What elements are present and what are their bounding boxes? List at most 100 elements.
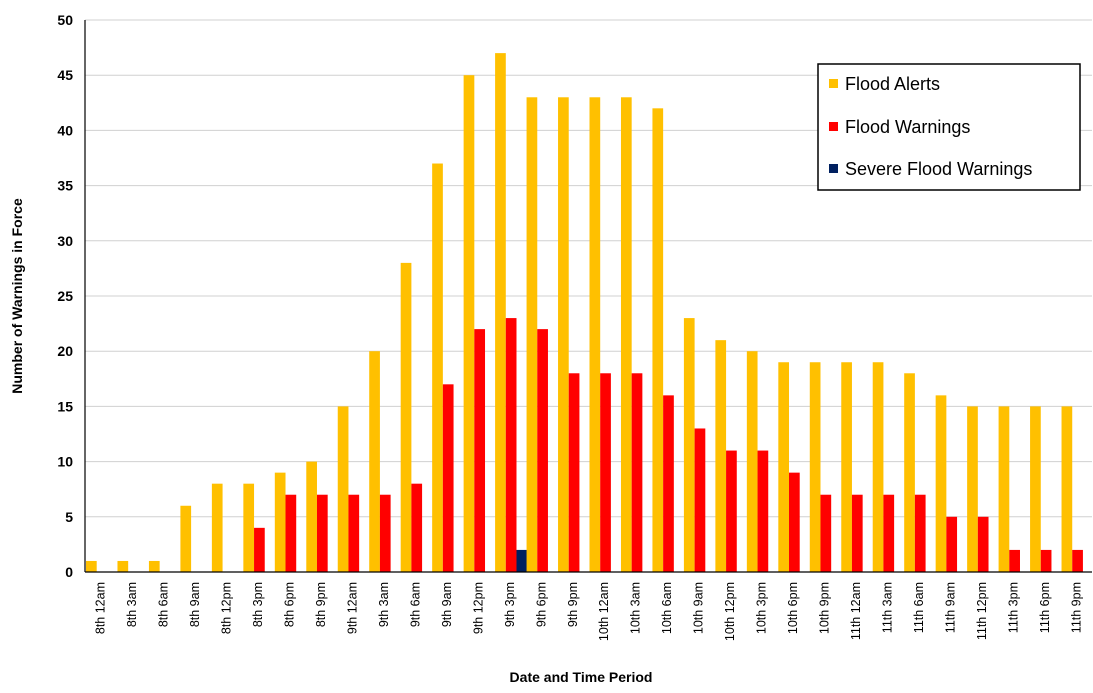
bar-flood-warnings-11th-9pm <box>1072 549 1083 572</box>
x-tick-label: 8th 6am <box>157 582 171 627</box>
bar-flood-alerts-11th-6pm <box>1030 406 1041 572</box>
x-tick-label: 9th 3am <box>377 582 391 627</box>
x-tick-label: 8th 3am <box>125 582 139 627</box>
bars <box>86 53 1083 573</box>
axes <box>84 20 1092 573</box>
x-tick-label: 9th 12am <box>345 582 359 634</box>
bar-flood-warnings-11th-9am <box>946 516 958 572</box>
bar-flood-warnings-9th-12pm <box>474 329 486 572</box>
x-tick-label: 11th 12pm <box>975 582 989 640</box>
legend-label-flood-alerts: Flood Alerts <box>845 74 940 94</box>
x-tick-label: 8th 12pm <box>220 582 234 634</box>
bar-flood-warnings-9th-9pm <box>568 373 580 572</box>
bar-flood-alerts-8th-9pm <box>306 461 317 572</box>
bar-flood-warnings-10th-3pm <box>757 450 769 572</box>
bar-flood-alerts-9th-12pm <box>463 75 475 572</box>
y-tick-label: 0 <box>65 564 73 580</box>
bar-flood-alerts-8th-9am <box>180 505 192 572</box>
bar-flood-alerts-9th-3pm <box>495 53 506 573</box>
y-tick-labels: 0 5 10 15 20 25 30 35 40 45 50 <box>57 12 73 580</box>
x-tick-label: 11th 6am <box>912 582 926 633</box>
y-tick-label: 20 <box>57 343 73 359</box>
x-tick-label: 10th 3pm <box>755 582 769 634</box>
y-tick-label: 35 <box>57 178 73 194</box>
bar-flood-warnings-9th-3pm <box>505 318 517 572</box>
bar-flood-warnings-10th-6am <box>663 395 674 572</box>
bar-flood-alerts-8th-6pm <box>274 472 286 572</box>
x-tick-label: 10th 12am <box>597 582 611 641</box>
bar-flood-warnings-9th-9am <box>442 384 454 572</box>
bar-flood-warnings-9th-12am <box>348 494 360 572</box>
x-tick-label: 11th 12am <box>849 582 863 640</box>
bar-flood-alerts-8th-12am <box>86 560 97 572</box>
x-tick-label: 8th 12am <box>94 582 108 634</box>
bar-flood-warnings-11th-6pm <box>1040 549 1052 572</box>
bar-flood-alerts-10th-12pm <box>715 340 727 572</box>
y-tick-label: 5 <box>65 509 73 525</box>
bar-flood-warnings-10th-12am <box>600 373 611 572</box>
bar-flood-alerts-9th-3am <box>369 351 380 572</box>
bar-flood-warnings-8th-3pm <box>254 527 265 572</box>
x-tick-label: 9th 3pm <box>503 582 517 627</box>
bar-flood-alerts-11th-3pm <box>998 406 1010 572</box>
x-tick-label: 11th 3am <box>880 582 894 633</box>
bar-flood-alerts-9th-9am <box>432 163 443 572</box>
x-tick-label: 9th 9am <box>440 582 454 627</box>
bar-flood-warnings-10th-9am <box>694 428 706 572</box>
bar-flood-warnings-11th-12pm <box>977 516 989 572</box>
bar-flood-alerts-10th-9am <box>683 318 695 572</box>
legend-box <box>817 63 1081 191</box>
x-tick-label: 10th 6pm <box>786 582 800 634</box>
bar-flood-alerts-10th-3am <box>620 97 632 572</box>
bar-flood-warnings-9th-3am <box>379 494 391 572</box>
bar-flood-warnings-9th-6am <box>411 483 423 572</box>
y-tick-label: 30 <box>57 233 73 249</box>
bar-flood-alerts-9th-12am <box>337 406 349 572</box>
y-tick-label: 15 <box>57 398 73 414</box>
legend-swatch-severe-flood-warnings <box>829 164 838 173</box>
x-tick-label: 9th 6pm <box>534 582 548 627</box>
bar-flood-warnings-11th-12am <box>851 494 863 572</box>
y-tick-label: 40 <box>57 122 73 138</box>
bar-flood-alerts-9th-6pm <box>526 97 538 572</box>
bar-flood-warnings-11th-3am <box>883 494 895 572</box>
bar-flood-alerts-11th-12am <box>841 362 852 572</box>
bar-flood-alerts-8th-6am <box>148 560 160 572</box>
y-tick-label: 45 <box>57 67 73 83</box>
bar-flood-warnings-9th-6pm <box>537 329 548 572</box>
bar-flood-alerts-11th-6am <box>904 373 915 572</box>
bar-severe-flood-warnings-9th-3pm <box>516 549 528 572</box>
bar-flood-alerts-11th-3am <box>872 362 884 572</box>
bar-flood-warnings-11th-6am <box>914 494 926 572</box>
x-tick-label: 8th 9am <box>188 582 202 627</box>
x-tick-label: 10th 9pm <box>818 582 832 634</box>
bar-flood-alerts-9th-6am <box>400 262 412 572</box>
legend: Flood Alerts Flood Warnings Severe Flood… <box>817 63 1081 191</box>
y-tick-label: 50 <box>57 12 73 28</box>
legend-swatch-flood-warnings <box>829 122 838 131</box>
legend-label-severe-flood-warnings: Severe Flood Warnings <box>845 159 1032 179</box>
bar-flood-alerts-10th-12am <box>589 97 601 572</box>
bar-flood-warnings-10th-6pm <box>789 472 800 572</box>
bar-flood-alerts-10th-3pm <box>746 351 758 572</box>
x-axis-title: Date and Time Period <box>510 669 653 685</box>
x-tick-label: 8th 3pm <box>251 582 265 627</box>
y-tick-label: 10 <box>57 454 73 470</box>
bar-flood-warnings-8th-6pm <box>285 494 297 572</box>
bar-flood-alerts-8th-3pm <box>243 483 255 572</box>
y-axis-title: Number of Warnings in Force <box>9 198 25 394</box>
x-tick-label: 8th 6pm <box>283 582 297 627</box>
x-tick-label: 11th 6pm <box>1038 582 1052 633</box>
bar-flood-alerts-10th-9pm <box>809 362 821 572</box>
bar-flood-warnings-11th-3pm <box>1009 549 1020 572</box>
bar-flood-alerts-8th-3am <box>117 560 129 572</box>
legend-swatch-flood-alerts <box>829 79 838 88</box>
x-tick-label: 11th 3pm <box>1006 582 1020 633</box>
bar-flood-warnings-10th-3am <box>631 373 643 572</box>
bar-flood-alerts-11th-12pm <box>967 406 978 572</box>
x-tick-label: 9th 12pm <box>471 582 485 634</box>
x-tick-label: 9th 9pm <box>566 582 580 627</box>
bar-flood-warnings-10th-12pm <box>726 450 737 572</box>
